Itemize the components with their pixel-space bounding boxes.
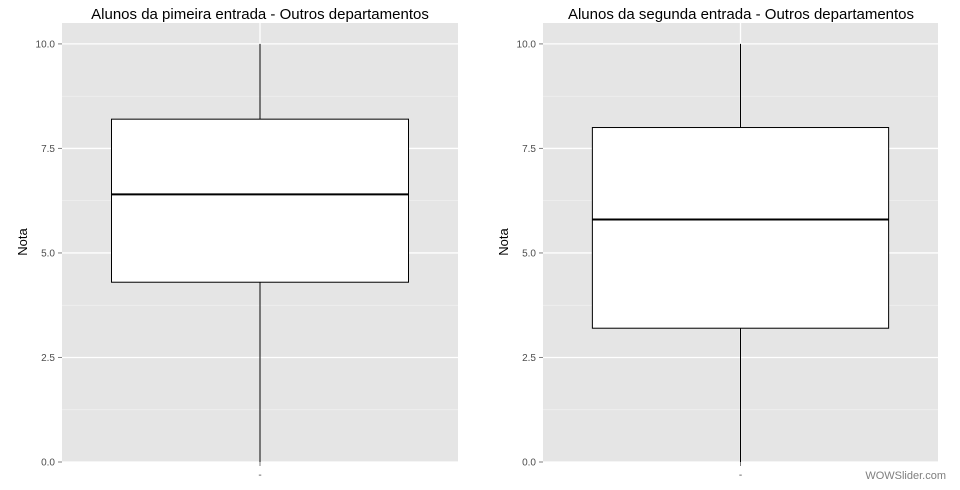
y-tick-label: 10.0 [517, 39, 537, 50]
watermark: WOWSlider.com [865, 470, 946, 482]
y-tick-label: 2.5 [522, 353, 536, 364]
y-tick-label: 2.5 [41, 353, 55, 364]
y-tick-label: 0.0 [41, 458, 55, 469]
y-tick-label: 7.5 [41, 144, 55, 155]
chart-right: Alunos da segunda entrada - Outros depar… [496, 6, 938, 481]
x-tick-label: - [258, 470, 261, 481]
x-tick-label: - [739, 470, 742, 481]
y-tick-label: 0.0 [522, 458, 536, 469]
boxplot-box [591, 127, 890, 329]
chart-title: Alunos da pimeira entrada - Outros depar… [91, 6, 429, 23]
y-tick-label: 7.5 [522, 144, 536, 155]
boxplot-box [111, 118, 409, 283]
y-tick-label: 5.0 [522, 248, 536, 259]
y-tick-label: 5.0 [41, 248, 55, 259]
chart-left: Alunos da pimeira entrada - Outros depar… [15, 6, 458, 481]
y-axis-label: Nota [15, 228, 30, 256]
y-tick-label: 10.0 [36, 39, 56, 50]
y-axis-label: Nota [496, 228, 511, 256]
chart-title: Alunos da segunda entrada - Outros depar… [568, 6, 914, 23]
